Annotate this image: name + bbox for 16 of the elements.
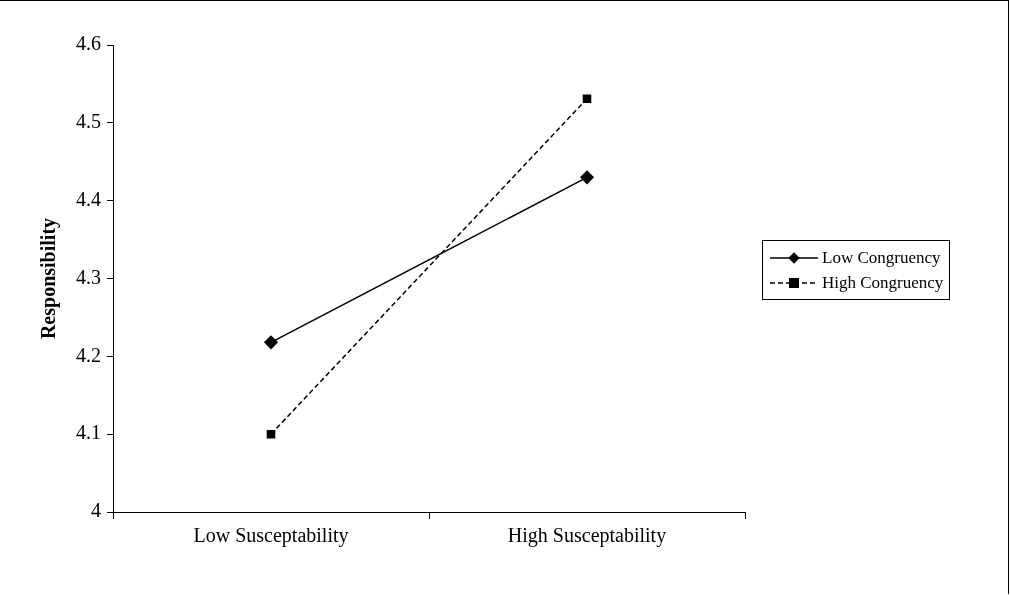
y-axis-title: Responsibility [37, 217, 61, 340]
x-tick-label: High Susceptability [507, 524, 667, 548]
legend-label: Low Congruency [822, 247, 941, 268]
x-tick-label: Low Susceptability [193, 524, 349, 548]
y-tick-label: 4.1 [76, 421, 101, 444]
y-tick-label: 4.5 [76, 110, 101, 133]
y-tick-label: 4.4 [76, 187, 101, 210]
point [582, 94, 592, 103]
point [266, 429, 276, 439]
y-tick-label: 4 [91, 499, 101, 522]
legend-label: High Congruency [822, 272, 944, 293]
y-tick-label: 4.2 [76, 343, 101, 366]
point [264, 335, 278, 350]
y-tick-label: 4.6 [76, 32, 101, 55]
point [580, 170, 594, 185]
y-tick-label: 4.3 [76, 265, 101, 288]
